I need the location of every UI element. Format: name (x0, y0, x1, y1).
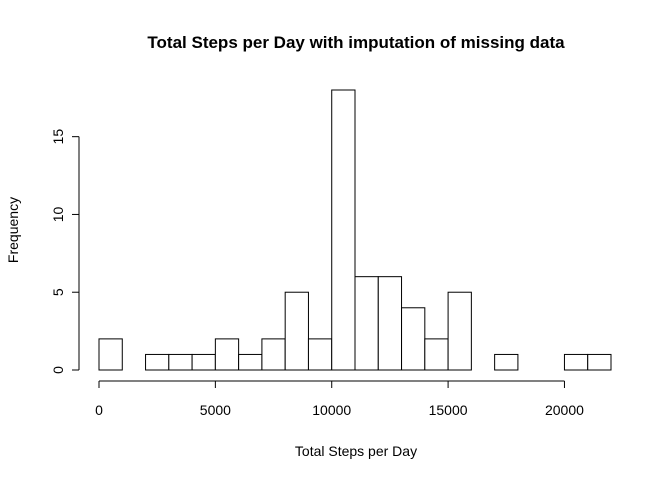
histogram-bar (424, 338, 449, 371)
histogram-bar (145, 353, 170, 371)
histogram-bar (587, 353, 612, 371)
y-tick-label: 0 (50, 366, 66, 374)
x-tick-label: 20000 (545, 402, 584, 418)
histogram-bar (377, 276, 403, 371)
y-axis: 0 5 10 15 (50, 129, 80, 374)
histogram-bar (238, 353, 263, 371)
histogram-bar (494, 353, 519, 371)
y-tick-label: 10 (50, 206, 66, 222)
histogram-bar (168, 353, 193, 371)
x-axis: 0 5000 10000 15000 20000 (95, 380, 584, 418)
y-tick-label: 5 (50, 288, 66, 296)
histogram-bar (354, 276, 379, 371)
x-tick-label: 0 (95, 402, 103, 418)
histogram-bar (331, 89, 356, 371)
histogram-bar (307, 338, 333, 371)
histogram-bar (401, 307, 426, 371)
x-tick-label: 5000 (200, 402, 231, 418)
histogram-bar (214, 338, 240, 371)
histogram-bar (563, 353, 589, 371)
histogram-bar (284, 291, 309, 371)
x-tick-label: 10000 (312, 402, 351, 418)
histogram-bar (191, 353, 216, 371)
chart-title: Total Steps per Day with imputation of m… (147, 33, 565, 52)
y-tick-label: 15 (50, 129, 66, 145)
y-axis-label: Frequency (5, 197, 21, 263)
histogram-bar (98, 338, 123, 371)
bars-group (98, 89, 612, 371)
x-tick-label: 15000 (429, 402, 468, 418)
x-axis-label: Total Steps per Day (295, 443, 417, 459)
histogram-bar (447, 291, 472, 371)
histogram-bar (261, 338, 286, 371)
